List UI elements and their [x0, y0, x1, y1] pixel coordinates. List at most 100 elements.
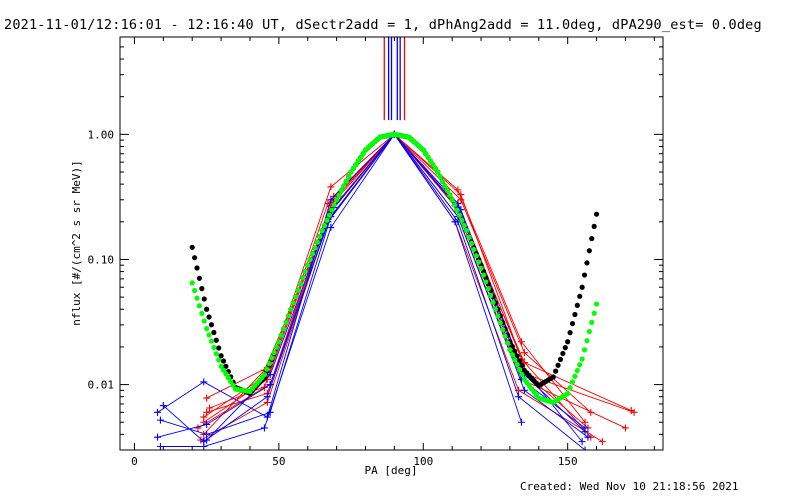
- fit-curve-point: [307, 256, 313, 263]
- fit-curve-point: [225, 375, 231, 381]
- fit-curve-point: [353, 162, 359, 168]
- fit-curve-point: [360, 151, 366, 157]
- fit-curve-point: [553, 368, 559, 374]
- fit-curve-point: [435, 169, 441, 175]
- fit-curve-point: [305, 262, 311, 268]
- data-point-plus: [156, 416, 164, 424]
- fit-curve-point: [581, 272, 588, 278]
- fit-curve-point: [295, 287, 301, 293]
- fit-curve-point: [350, 165, 357, 171]
- fit-curve-point: [208, 338, 215, 344]
- fit-curve-point: [329, 207, 335, 213]
- fit-curve-point: [439, 178, 446, 184]
- y-tick-label: 0.10: [88, 253, 115, 266]
- fit-curve-point: [471, 246, 477, 253]
- fit-curve-point: [567, 385, 573, 391]
- fit-curve-point: [516, 358, 523, 364]
- data-point-plus: [154, 433, 162, 441]
- chart-title: 2021-11-01/12:16:01 - 12:16:40 UT, dSect…: [4, 17, 762, 33]
- fit-curve-point: [485, 286, 491, 292]
- fit-curve-point: [199, 310, 205, 316]
- fit-curve-point: [478, 265, 484, 271]
- data-point-plus: [266, 381, 274, 389]
- fit-curve-point: [593, 211, 600, 217]
- fit-curve-point: [584, 338, 590, 344]
- data-point-plus: [327, 196, 335, 204]
- fit-curve-point: [278, 332, 284, 338]
- fit-curve-point: [488, 293, 494, 299]
- data-point-plus: [200, 378, 208, 386]
- fit-curve-point: [208, 322, 215, 328]
- fit-curve-point: [293, 293, 299, 300]
- fit-curve-point: [490, 299, 496, 306]
- fit-curve-point: [201, 296, 207, 302]
- y-tick-label: 1.00: [88, 128, 115, 141]
- data-series-line: [160, 133, 586, 450]
- data-point-plus: [154, 408, 162, 416]
- fit-curve-point: [550, 374, 556, 380]
- fit-curve-point: [449, 197, 455, 203]
- data-point-plus: [457, 191, 465, 199]
- fit-curve-point: [507, 347, 513, 353]
- fit-curve-point: [468, 240, 475, 246]
- fit-curve-point: [348, 169, 354, 175]
- fit-curve-point: [577, 362, 583, 368]
- x-tick-label: 50: [272, 455, 285, 468]
- fit-curve-point: [423, 151, 429, 157]
- data-point-plus: [621, 424, 629, 432]
- fit-curve-point: [569, 320, 576, 327]
- fit-curve-point: [456, 212, 462, 218]
- data-series-line: [163, 133, 522, 443]
- x-tick-label: 100: [413, 455, 433, 468]
- data-point-plus: [206, 404, 214, 412]
- fit-curve-point: [290, 300, 296, 306]
- fit-curve-point: [326, 212, 333, 218]
- fit-curve-point: [451, 202, 458, 208]
- fit-curve-point: [574, 302, 580, 308]
- fit-curve-point: [300, 275, 306, 281]
- fit-curve-point: [420, 147, 426, 153]
- fit-curve-point: [586, 328, 592, 335]
- data-point-plus: [520, 386, 528, 394]
- fit-curve-point: [223, 363, 229, 369]
- fit-curve-point: [432, 165, 438, 171]
- fit-curve-point: [437, 174, 443, 180]
- fit-curve-point: [569, 379, 576, 385]
- data-point-plus: [203, 436, 211, 444]
- fit-curve-point: [504, 340, 511, 346]
- fit-curve-point: [586, 248, 592, 254]
- fit-curve-point: [495, 313, 501, 319]
- fit-curve-point: [591, 310, 597, 316]
- fit-curve-point: [567, 330, 573, 336]
- data-series-line: [209, 133, 635, 413]
- fit-curve-point: [560, 350, 566, 357]
- fit-curve-point: [476, 259, 482, 265]
- fit-curve-point: [220, 358, 227, 364]
- fit-curve-point: [192, 255, 198, 261]
- plot-frame: [119, 36, 664, 451]
- fit-curve-point: [466, 234, 472, 240]
- x-tick-label: 0: [131, 455, 138, 468]
- data-point-plus: [517, 338, 525, 346]
- fit-curve-point: [557, 356, 564, 362]
- fit-curve-point: [220, 367, 227, 373]
- fit-curve-point: [579, 284, 585, 290]
- fit-curve-point: [447, 192, 453, 198]
- fit-curve-point: [334, 197, 340, 203]
- data-point-plus: [159, 402, 167, 410]
- fit-curve-point: [228, 378, 234, 385]
- fit-curve-point: [216, 357, 222, 363]
- fit-curve-point: [497, 320, 503, 326]
- fit-curve-point: [285, 313, 292, 319]
- y-axis-label: nflux [#/(cm^2 s sr MeV)]: [70, 160, 83, 326]
- fit-curve-point: [430, 162, 436, 168]
- fit-curve-point: [584, 260, 590, 266]
- fit-curve-point: [223, 371, 229, 377]
- data-point-plus: [260, 424, 268, 432]
- fit-curve-point: [516, 366, 523, 373]
- data-series-line: [160, 133, 589, 438]
- fit-curve-point: [194, 295, 200, 301]
- data-point-plus: [203, 394, 211, 402]
- fit-curve-point: [480, 272, 487, 278]
